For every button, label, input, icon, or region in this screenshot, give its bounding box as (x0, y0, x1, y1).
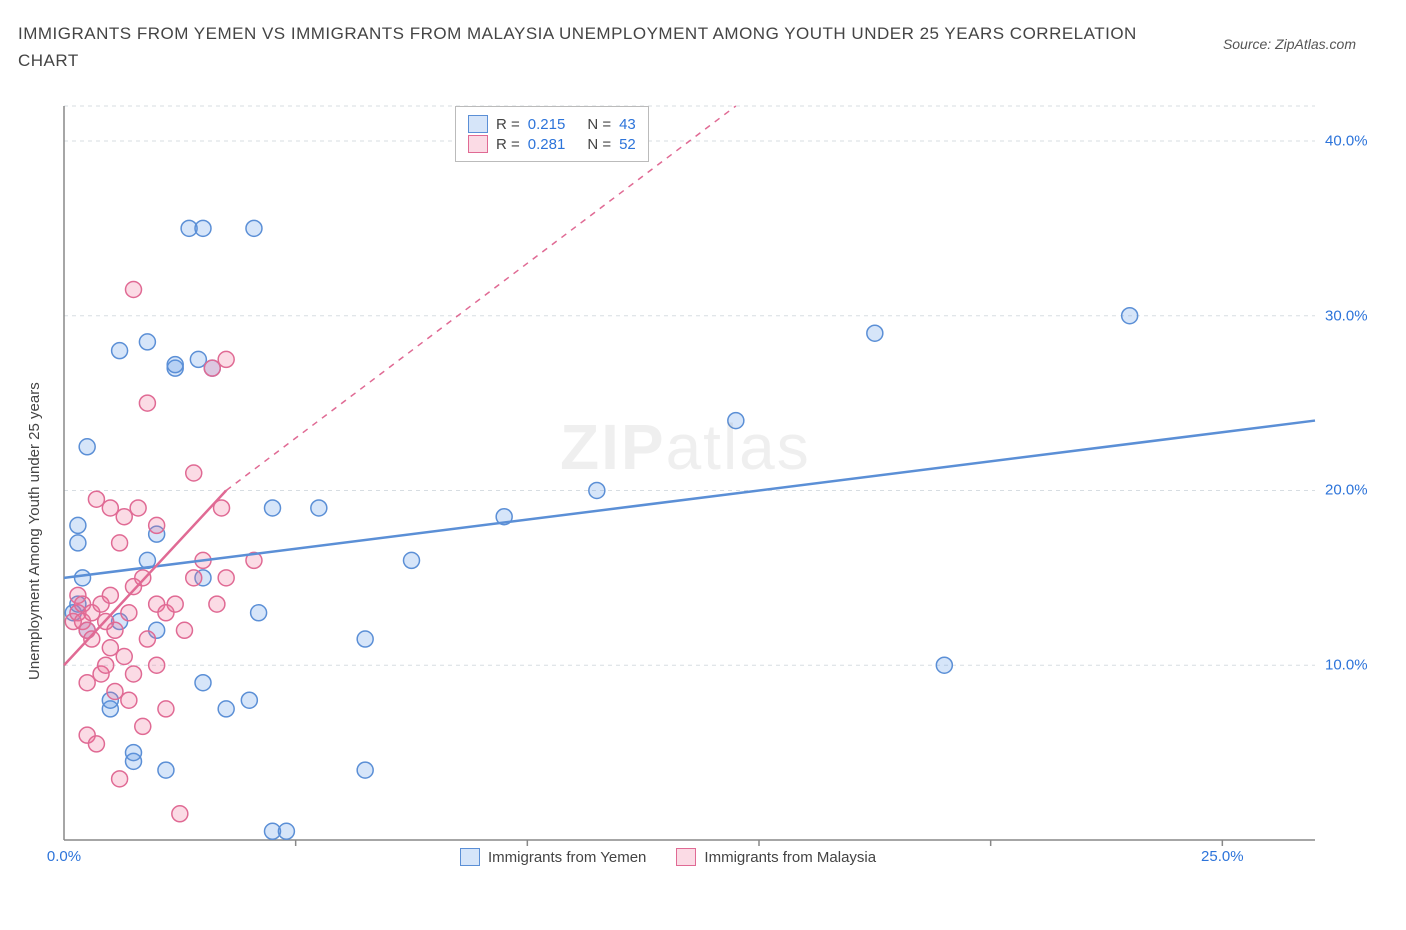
stat-r-value: 0.215 (528, 116, 566, 133)
data-point (218, 701, 234, 717)
data-point (172, 806, 188, 822)
data-point (167, 357, 183, 373)
data-point (79, 675, 95, 691)
data-point (75, 570, 91, 586)
data-point (278, 823, 294, 839)
data-point (728, 413, 744, 429)
data-point (589, 482, 605, 498)
data-point (116, 649, 132, 665)
header: IMMIGRANTS FROM YEMEN VS IMMIGRANTS FROM… (18, 20, 1356, 74)
data-point (79, 439, 95, 455)
y-tick-label: 10.0% (1325, 657, 1368, 674)
stat-n-value: 43 (619, 116, 636, 133)
data-point (158, 701, 174, 717)
data-point (186, 465, 202, 481)
x-tick-label: 25.0% (1201, 848, 1244, 865)
legend-swatch (468, 115, 488, 133)
data-point (357, 762, 373, 778)
data-point (190, 351, 206, 367)
data-point (135, 718, 151, 734)
data-point (70, 535, 86, 551)
data-point (107, 622, 123, 638)
stat-n-label: N = (587, 136, 611, 153)
legend-swatch (676, 848, 696, 866)
data-point (186, 570, 202, 586)
data-point (139, 631, 155, 647)
data-point (126, 666, 142, 682)
data-point (112, 535, 128, 551)
data-point (102, 640, 118, 656)
plot-area: ZIPatlas R = 0.215N = 43R = 0.281N = 52 … (60, 100, 1370, 870)
data-point (936, 657, 952, 673)
stats-legend: R = 0.215 N = 43 R = 0.281 N = 52 (455, 106, 649, 162)
y-axis-label: Unemployment Among Youth under 25 years (26, 382, 43, 680)
data-point (404, 552, 420, 568)
series (65, 220, 1137, 839)
trendline (64, 421, 1315, 578)
stat-r-value: 0.281 (528, 136, 566, 153)
data-point (84, 631, 100, 647)
stats-legend-row: R = 0.281 N = 52 (468, 135, 636, 153)
data-point (112, 343, 128, 359)
legend-swatch (468, 135, 488, 153)
data-point (130, 500, 146, 516)
data-point (867, 325, 883, 341)
bottom-legend: Immigrants from Yemen Immigrants from Mal… (460, 848, 876, 866)
x-tick-label: 0.0% (47, 848, 81, 865)
data-point (204, 360, 220, 376)
stats-legend-row: R = 0.215 N = 43 (468, 115, 636, 133)
data-point (246, 220, 262, 236)
stat-n-value: 52 (619, 136, 636, 153)
data-point (70, 517, 86, 533)
chart-svg (60, 100, 1370, 870)
data-point (112, 771, 128, 787)
data-point (88, 736, 104, 752)
data-point (167, 596, 183, 612)
y-tick-label: 30.0% (1325, 307, 1368, 324)
data-point (1122, 308, 1138, 324)
stat-n-label: N = (587, 116, 611, 133)
data-point (121, 692, 137, 708)
data-point (251, 605, 267, 621)
data-point (176, 622, 192, 638)
data-point (139, 334, 155, 350)
data-point (265, 500, 281, 516)
data-point (126, 745, 142, 761)
data-point (218, 351, 234, 367)
data-point (88, 491, 104, 507)
data-point (195, 220, 211, 236)
data-point (126, 282, 142, 298)
legend-swatch (460, 848, 480, 866)
legend-item: Immigrants from Yemen (460, 848, 646, 866)
data-point (107, 683, 123, 699)
data-point (195, 675, 211, 691)
data-point (311, 500, 327, 516)
y-tick-label: 20.0% (1325, 482, 1368, 499)
stat-r-label: R = (496, 116, 520, 133)
data-point (116, 509, 132, 525)
data-point (102, 587, 118, 603)
chart-title: IMMIGRANTS FROM YEMEN VS IMMIGRANTS FROM… (18, 20, 1168, 74)
series (65, 282, 262, 822)
legend-label: Immigrants from Yemen (488, 849, 646, 866)
data-point (149, 657, 165, 673)
data-point (98, 657, 114, 673)
data-point (149, 517, 165, 533)
data-point (139, 395, 155, 411)
legend-item: Immigrants from Malaysia (676, 848, 876, 866)
y-tick-label: 40.0% (1325, 132, 1368, 149)
data-point (158, 762, 174, 778)
source-label: Source: ZipAtlas.com (1223, 36, 1356, 52)
trendline-extension (226, 106, 736, 490)
stat-r-label: R = (496, 136, 520, 153)
legend-label: Immigrants from Malaysia (704, 849, 876, 866)
data-point (102, 500, 118, 516)
data-point (135, 570, 151, 586)
data-point (121, 605, 137, 621)
data-point (241, 692, 257, 708)
data-point (209, 596, 225, 612)
data-point (218, 570, 234, 586)
data-point (357, 631, 373, 647)
